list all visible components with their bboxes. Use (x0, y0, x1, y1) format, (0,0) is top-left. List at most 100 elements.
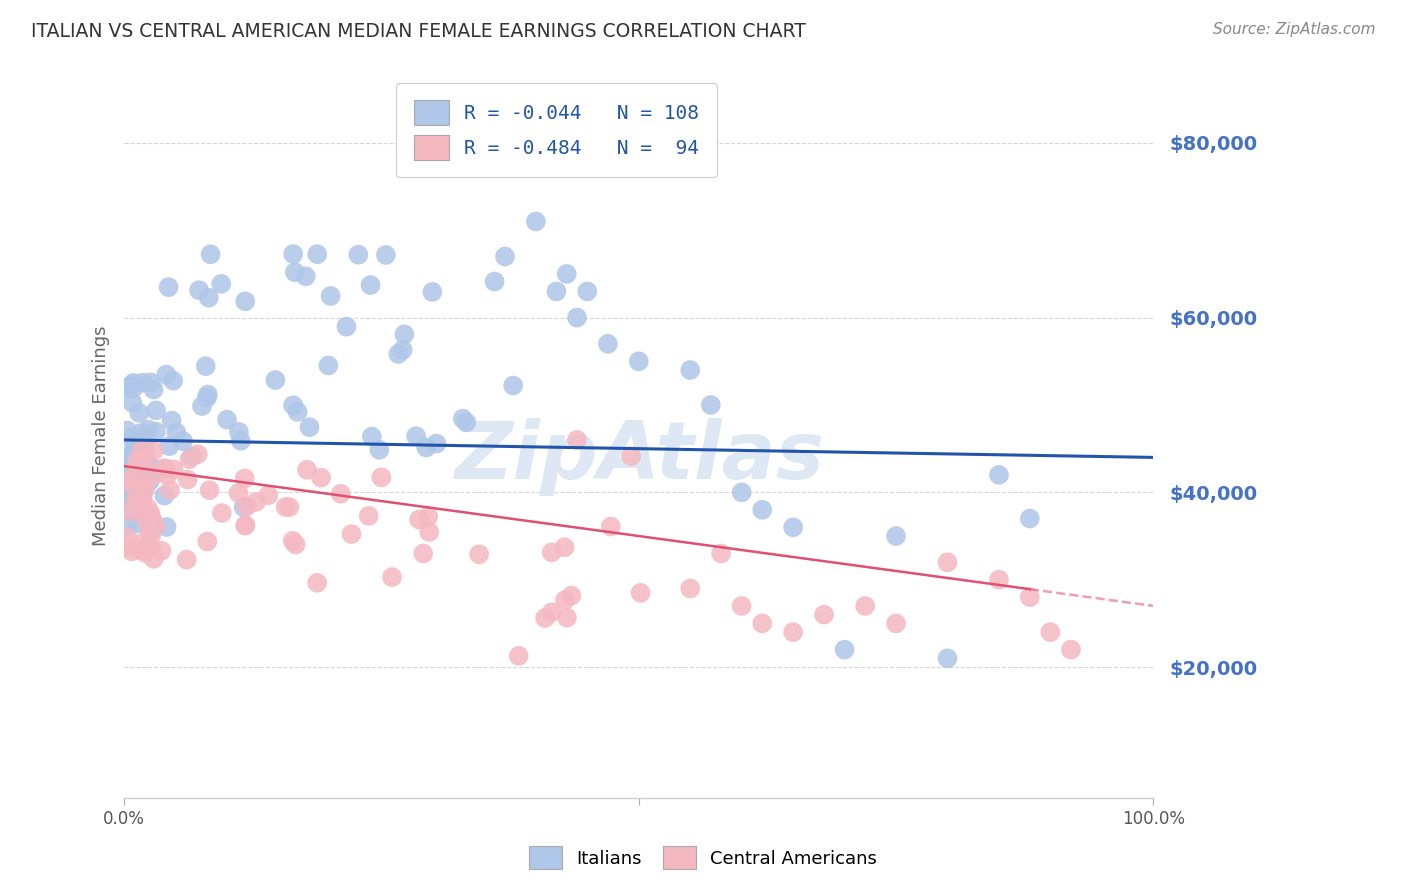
Point (139, 509, 162, 524)
Point (233, 471, 256, 485)
Point (129, 426, 152, 441)
Point (307, 575, 329, 590)
Point (281, 533, 304, 548)
Point (508, 648, 530, 663)
Point (122, 381, 145, 395)
Point (309, 471, 332, 485)
Point (294, 269, 316, 284)
Point (700, 398, 723, 412)
Point (679, 582, 702, 596)
Point (679, 363, 702, 377)
Point (121, 396, 143, 410)
Point (143, 462, 166, 476)
Point (195, 534, 218, 549)
Point (153, 489, 176, 503)
Point (381, 570, 404, 584)
Point (1039, 625, 1062, 640)
Point (245, 495, 267, 509)
Point (451, 411, 474, 425)
Point (630, 586, 652, 600)
Point (125, 460, 148, 475)
Point (181, 449, 204, 463)
Point (155, 461, 177, 475)
Point (468, 547, 491, 561)
Point (197, 291, 219, 305)
Point (128, 468, 150, 483)
Point (360, 429, 382, 443)
Legend: Italians, Central Americans: Italians, Central Americans (520, 838, 886, 879)
Point (560, 589, 582, 603)
Point (134, 442, 156, 456)
Point (135, 430, 157, 444)
Point (340, 527, 363, 541)
Point (405, 429, 427, 443)
Point (194, 359, 217, 373)
Point (162, 462, 184, 476)
Point (145, 519, 167, 533)
Point (132, 492, 155, 507)
Point (555, 267, 578, 281)
Point (139, 529, 162, 543)
Point (235, 518, 257, 533)
Point (134, 453, 156, 467)
Point (408, 512, 430, 526)
Point (731, 485, 754, 500)
Point (387, 347, 409, 361)
Point (139, 474, 162, 488)
Point (117, 530, 139, 544)
Point (153, 461, 176, 475)
Point (120, 431, 142, 445)
Point (988, 467, 1011, 482)
Point (118, 473, 141, 487)
Point (176, 552, 198, 566)
Point (142, 517, 165, 532)
Point (209, 277, 232, 291)
Point (620, 449, 643, 463)
Point (139, 541, 162, 556)
Point (139, 507, 162, 521)
Point (118, 448, 141, 462)
Point (121, 544, 143, 558)
Point (936, 651, 959, 665)
Point (197, 387, 219, 401)
Point (117, 450, 139, 465)
Point (117, 518, 139, 533)
Point (138, 423, 160, 437)
Point (134, 454, 156, 468)
Point (274, 500, 297, 514)
Point (884, 529, 907, 543)
Point (117, 503, 139, 517)
Point (229, 434, 252, 448)
Point (125, 492, 148, 507)
Point (425, 436, 447, 450)
Point (172, 434, 194, 449)
Point (412, 546, 434, 560)
Point (176, 473, 198, 487)
Point (415, 441, 437, 455)
Point (295, 463, 318, 477)
Point (329, 487, 352, 501)
Point (555, 611, 578, 625)
Point (540, 545, 562, 559)
Point (281, 398, 304, 412)
Point (627, 354, 650, 368)
Point (145, 467, 167, 482)
Point (228, 425, 250, 439)
Point (318, 359, 340, 373)
Point (135, 482, 157, 496)
Point (129, 543, 152, 558)
Point (232, 500, 254, 515)
Point (211, 506, 233, 520)
Point (813, 607, 835, 622)
Point (751, 616, 773, 631)
Point (565, 310, 588, 325)
Point (128, 505, 150, 519)
Point (135, 508, 157, 523)
Point (335, 319, 357, 334)
Point (235, 500, 257, 514)
Point (188, 283, 211, 297)
Point (127, 453, 149, 467)
Point (132, 376, 155, 390)
Point (524, 214, 547, 228)
Point (264, 373, 287, 387)
